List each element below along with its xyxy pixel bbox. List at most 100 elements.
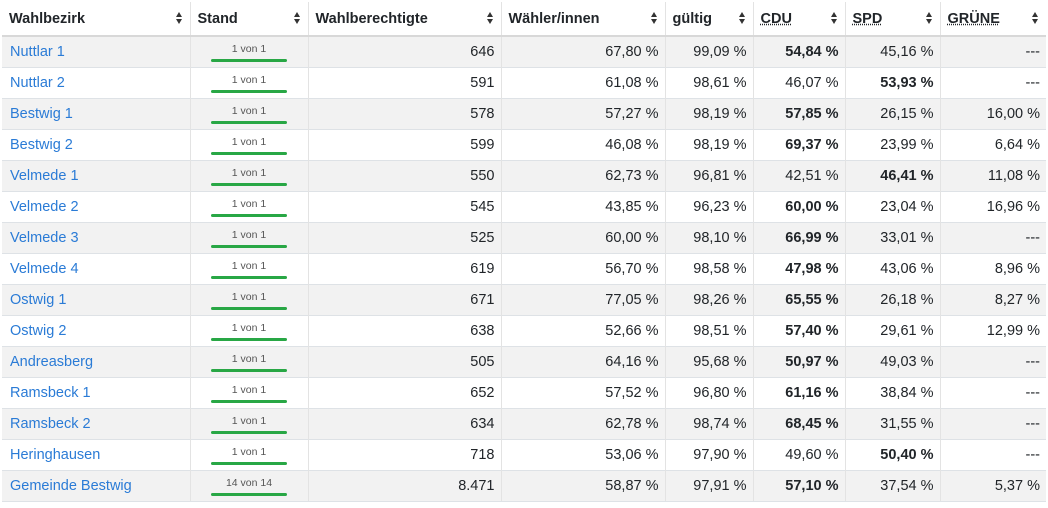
district-link[interactable]: Ostwig 2 [10, 323, 67, 339]
cell-gruene: --- [939, 439, 1046, 471]
district-link[interactable]: Nuttlar 1 [10, 44, 65, 60]
table-row: Velmede 3 1 von 1 525 60,00 % 98,10 % 66,99 %… [2, 222, 1046, 254]
column-header-gueltig[interactable]: gültig [664, 2, 753, 37]
cell-stand: 1 von 1 [189, 439, 308, 471]
sort-icon [293, 12, 301, 25]
progress-bar [211, 214, 287, 217]
district-link[interactable]: Velmede 3 [10, 230, 79, 246]
cell-spd: 37,54 % [844, 470, 940, 502]
district-link[interactable]: Heringhausen [10, 447, 101, 463]
table-body: Nuttlar 1 1 von 1 646 67,80 % 99,09 % 54,84 %… [2, 35, 1046, 502]
district-link[interactable]: Velmede 2 [10, 199, 79, 215]
cell-wahlbezirk: Velmede 3 [2, 222, 190, 254]
progress-bar [211, 307, 287, 310]
cell-wahlbezirk: Nuttlar 2 [2, 67, 190, 99]
cell-gueltig: 98,26 % [664, 284, 753, 316]
cell-wahlberechtigte: 634 [307, 408, 501, 440]
cell-stand: 1 von 1 [189, 408, 308, 440]
district-link[interactable]: Velmede 1 [10, 168, 79, 184]
cell-wahlberechtigte: 652 [307, 377, 501, 409]
progress-indicator: 1 von 1 [211, 381, 287, 405]
column-header-waehler[interactable]: Wähler/innen [500, 2, 665, 37]
cell-waehler: 77,05 % [500, 284, 665, 316]
cell-wahlberechtigte: 671 [307, 284, 501, 316]
cell-wahlbezirk: Heringhausen [2, 439, 190, 471]
column-header-gruene[interactable]: GRÜNE [939, 2, 1046, 37]
table-row: Ramsbeck 1 1 von 1 652 57,52 % 96,80 % 61,16 … [2, 377, 1046, 409]
progress-label: 1 von 1 [231, 353, 267, 365]
table-row: Velmede 1 1 von 1 550 62,73 % 96,81 % 42,51 %… [2, 160, 1046, 192]
column-header-cdu[interactable]: CDU [752, 2, 845, 37]
cell-wahlbezirk: Ostwig 1 [2, 284, 190, 316]
progress-label: 1 von 1 [231, 415, 267, 427]
cell-stand: 1 von 1 [189, 98, 308, 130]
cell-stand: 1 von 1 [189, 284, 308, 316]
cell-wahlberechtigte: 550 [307, 160, 501, 192]
cell-waehler: 64,16 % [500, 346, 665, 378]
progress-indicator: 1 von 1 [211, 195, 287, 219]
cell-gruene: --- [939, 67, 1046, 99]
district-link[interactable]: Ramsbeck 1 [10, 385, 91, 401]
district-link[interactable]: Gemeinde Bestwig [10, 478, 132, 494]
cell-cdu: 57,85 % [752, 98, 845, 130]
cell-waehler: 43,85 % [500, 191, 665, 223]
progress-indicator: 1 von 1 [211, 226, 287, 250]
column-header-label: CDU [760, 10, 792, 27]
progress-indicator: 1 von 1 [211, 319, 287, 343]
progress-label: 1 von 1 [231, 291, 267, 303]
cell-waehler: 52,66 % [500, 315, 665, 347]
column-header-stand[interactable]: Stand [189, 2, 308, 37]
table-row: Ostwig 1 1 von 1 671 77,05 % 98,26 % 65,55 % 2… [2, 284, 1046, 316]
cell-cdu: 47,98 % [752, 253, 845, 285]
cell-cdu: 68,45 % [752, 408, 845, 440]
progress-indicator: 14 von 14 [211, 474, 287, 498]
progress-label: 1 von 1 [231, 384, 267, 396]
progress-indicator: 1 von 1 [211, 288, 287, 312]
cell-wahlberechtigte: 545 [307, 191, 501, 223]
table-row: Ostwig 2 1 von 1 638 52,66 % 98,51 % 57,40 % 2… [2, 315, 1046, 347]
district-link[interactable]: Bestwig 1 [10, 106, 73, 122]
cell-gruene: 16,96 % [939, 191, 1046, 223]
cell-spd: 26,15 % [844, 98, 940, 130]
cell-waehler: 58,87 % [500, 470, 665, 502]
district-link[interactable]: Ostwig 1 [10, 292, 67, 308]
progress-label: 1 von 1 [231, 260, 267, 272]
cell-spd: 23,04 % [844, 191, 940, 223]
sort-icon [738, 12, 746, 25]
cell-wahlberechtigte: 578 [307, 98, 501, 130]
sort-icon [830, 12, 838, 25]
progress-bar [211, 121, 287, 124]
cell-cdu: 46,07 % [752, 67, 845, 99]
cell-stand: 1 von 1 [189, 253, 308, 285]
cell-spd: 45,16 % [844, 35, 940, 68]
column-header-spd[interactable]: SPD [844, 2, 940, 37]
cell-cdu: 57,10 % [752, 470, 845, 502]
progress-bar [211, 431, 287, 434]
cell-spd: 26,18 % [844, 284, 940, 316]
cell-gruene: 12,99 % [939, 315, 1046, 347]
district-link[interactable]: Velmede 4 [10, 261, 79, 277]
cell-spd: 33,01 % [844, 222, 940, 254]
column-header-label: Wahlbezirk [9, 10, 86, 27]
cell-spd: 43,06 % [844, 253, 940, 285]
column-header-wahlbezirk[interactable]: Wahlbezirk [2, 2, 190, 37]
district-link[interactable]: Ramsbeck 2 [10, 416, 91, 432]
progress-bar [211, 338, 287, 341]
progress-label: 1 von 1 [231, 74, 267, 86]
column-header-wahlberechtigte[interactable]: Wahlberechtigte [307, 2, 501, 37]
table-row: Nuttlar 2 1 von 1 591 61,08 % 98,61 % 46,07 %… [2, 67, 1046, 99]
sort-icon [650, 12, 658, 25]
cell-cdu: 42,51 % [752, 160, 845, 192]
cell-wahlbezirk: Gemeinde Bestwig [2, 470, 190, 502]
column-header-label: gültig [672, 10, 712, 27]
cell-cdu: 66,99 % [752, 222, 845, 254]
cell-waehler: 62,73 % [500, 160, 665, 192]
cell-stand: 1 von 1 [189, 160, 308, 192]
sort-icon [175, 12, 183, 25]
cell-wahlberechtigte: 646 [307, 35, 501, 68]
district-link[interactable]: Nuttlar 2 [10, 75, 65, 91]
district-link[interactable]: Bestwig 2 [10, 137, 73, 153]
district-link[interactable]: Andreasberg [10, 354, 94, 370]
table-row: Ramsbeck 2 1 von 1 634 62,78 % 98,74 % 68,45 … [2, 408, 1046, 440]
sort-icon [486, 12, 494, 25]
